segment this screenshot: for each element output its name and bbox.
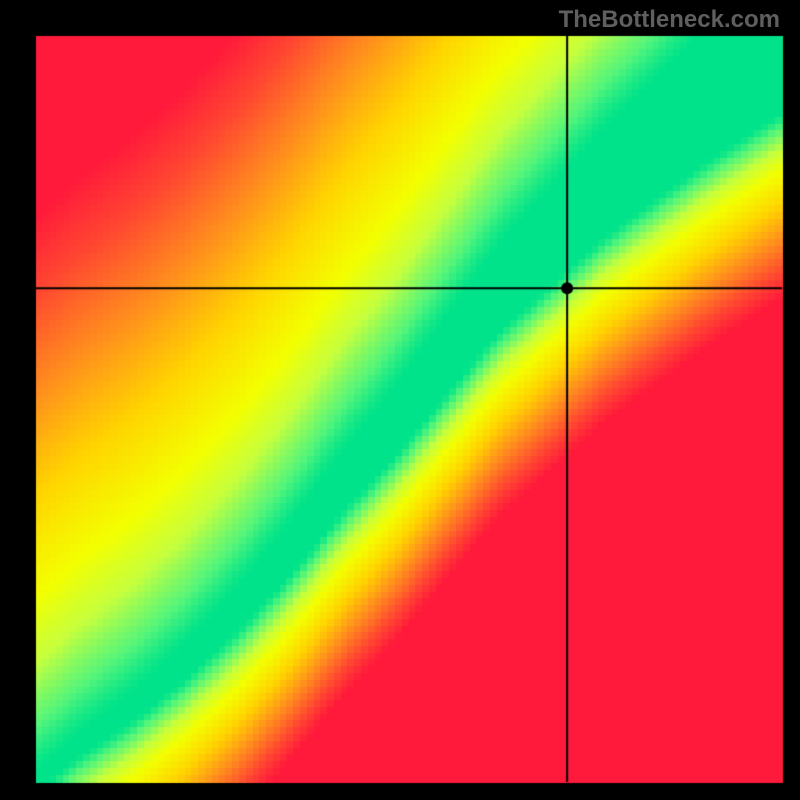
watermark-text: TheBottleneck.com (559, 6, 780, 34)
bottleneck-heatmap (0, 0, 800, 800)
